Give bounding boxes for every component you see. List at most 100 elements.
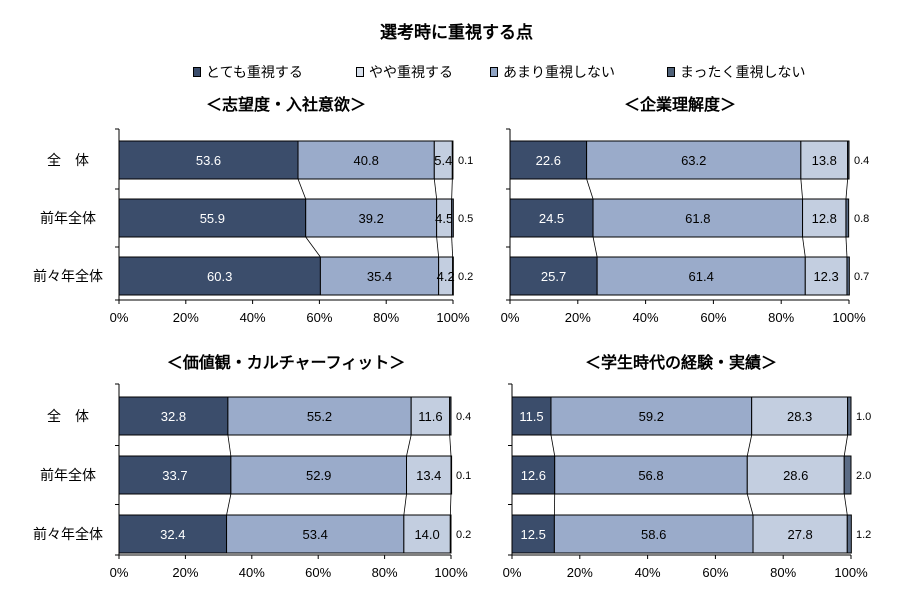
- value-label: 4.2: [437, 269, 455, 284]
- legend-label: とても重視する: [206, 65, 303, 81]
- x-tick-label: 80%: [372, 565, 398, 580]
- category-label: 全 体: [47, 152, 89, 169]
- series-line: [436, 236, 440, 258]
- bar-segment: [118, 396, 229, 436]
- value-label: 28.6: [783, 468, 808, 483]
- value-label: 61.4: [689, 269, 714, 284]
- x-tick-label: 0%: [110, 565, 129, 580]
- bar-segment: [802, 198, 847, 238]
- legend-swatch: [193, 67, 201, 77]
- x-tick-label: 60%: [702, 565, 728, 580]
- bar-segment: [403, 514, 451, 554]
- panel-title: ＜企業理解度＞: [624, 95, 736, 114]
- bar-segment: [746, 455, 845, 495]
- bar-segment: [450, 455, 453, 495]
- value-label: 0.1: [456, 470, 471, 482]
- value-label: 27.8: [787, 527, 812, 542]
- bar-segment: [509, 256, 598, 296]
- value-label: 55.9: [200, 211, 225, 226]
- series-line: [449, 434, 452, 457]
- value-label: 63.2: [681, 153, 706, 168]
- series-line: [451, 178, 453, 200]
- value-label: 13.4: [416, 468, 441, 483]
- legend-label: やや重視する: [369, 65, 453, 81]
- category-label: 前々年全体: [33, 526, 103, 543]
- value-label: 2.0: [856, 470, 871, 482]
- legend-item: やや重視する: [356, 62, 453, 82]
- value-label: 4.5: [435, 211, 453, 226]
- x-tick-label: 40%: [240, 310, 266, 325]
- value-label: 0.1: [458, 155, 473, 167]
- series-line: [800, 178, 803, 200]
- series-line: [433, 178, 438, 200]
- legend-swatch: [490, 67, 498, 77]
- bar-segment: [846, 256, 850, 296]
- x-tick-label: 0%: [501, 310, 520, 325]
- series-line: [845, 178, 849, 200]
- series-line: [451, 236, 454, 258]
- panel-title: ＜学生時代の経験・実績＞: [585, 353, 777, 372]
- value-label: 11.5: [519, 409, 543, 424]
- value-label: 0.2: [458, 271, 473, 283]
- legend-swatch: [667, 67, 675, 77]
- value-label: 0.5: [458, 213, 473, 225]
- bar-segment: [449, 396, 452, 436]
- x-tick-label: 0%: [110, 310, 129, 325]
- x-tick-label: 20%: [565, 310, 591, 325]
- panel-title: ＜価値観・カルチャーフィット＞: [167, 353, 406, 372]
- bar-segment: [451, 198, 454, 238]
- chart-title: 選考時に重視する点: [380, 23, 533, 43]
- bar-segment: [751, 396, 849, 436]
- panel-title: ＜志望度・入社意欲＞: [206, 95, 366, 114]
- series-line: [449, 493, 452, 516]
- x-tick-label: 60%: [305, 565, 331, 580]
- value-label: 28.3: [787, 409, 812, 424]
- bar-segment: [509, 198, 594, 238]
- series-line: [406, 434, 412, 457]
- bar-segment: [586, 140, 802, 180]
- bar-segment: [451, 140, 454, 180]
- bar-segment: [511, 396, 552, 436]
- series-line: [403, 493, 407, 516]
- legend-item: まったく重視しない: [667, 62, 805, 82]
- value-label: 55.2: [307, 409, 332, 424]
- x-tick-label: 40%: [635, 565, 661, 580]
- series-line: [227, 434, 232, 457]
- bar-segment: [227, 396, 412, 436]
- value-label: 0.4: [854, 155, 869, 167]
- bar-segment: [804, 256, 848, 296]
- value-label: 0.7: [854, 271, 869, 283]
- bar-segment: [752, 514, 848, 554]
- bar-segment: [319, 256, 440, 296]
- bar-segment: [843, 455, 852, 495]
- legend-item: とても重視する: [193, 62, 303, 82]
- bar-segment: [592, 198, 804, 238]
- category-label: 前々年全体: [33, 268, 103, 285]
- bar-segment: [118, 256, 321, 296]
- bar-segment: [845, 198, 850, 238]
- bar-segment: [554, 455, 748, 495]
- category-label: 前年全体: [40, 467, 96, 484]
- bar-segment: [596, 256, 806, 296]
- series-line: [297, 178, 307, 200]
- legend-item: あまり重視しない: [490, 62, 615, 82]
- bar-segment: [449, 514, 452, 554]
- value-label: 59.2: [639, 409, 664, 424]
- bar-segment: [511, 514, 555, 554]
- legend: とても重視する やや重視する あまり重視しない まったく重視しない: [0, 62, 913, 84]
- value-label: 0.2: [456, 529, 471, 541]
- bar-segment: [406, 455, 452, 495]
- x-tick-label: 80%: [373, 310, 399, 325]
- x-tick-label: 60%: [306, 310, 332, 325]
- x-tick-label: 20%: [567, 565, 593, 580]
- value-label: 11.6: [418, 409, 442, 424]
- value-label: 53.4: [303, 527, 328, 542]
- series-line: [843, 434, 849, 457]
- value-label: 56.8: [638, 468, 663, 483]
- value-label: 24.5: [539, 211, 564, 226]
- series-line: [843, 493, 848, 516]
- series-line: [845, 236, 848, 258]
- value-label: 61.8: [685, 211, 710, 226]
- x-tick-label: 100%: [436, 310, 470, 325]
